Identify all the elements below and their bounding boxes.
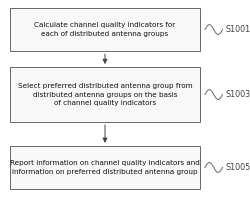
Text: Report information on channel quality indicators and
information on preferred di: Report information on channel quality in… bbox=[10, 160, 200, 175]
FancyBboxPatch shape bbox=[10, 67, 200, 122]
FancyBboxPatch shape bbox=[10, 8, 200, 51]
FancyBboxPatch shape bbox=[10, 146, 200, 189]
Text: S1003: S1003 bbox=[225, 90, 250, 99]
Text: S1005: S1005 bbox=[225, 163, 250, 172]
Text: Select preferred distributed antenna group from
distributed antenna groups on th: Select preferred distributed antenna gro… bbox=[18, 83, 192, 106]
Text: Calculate channel quality indicators for
each of distributed antenna groups: Calculate channel quality indicators for… bbox=[34, 22, 176, 37]
Text: S1001: S1001 bbox=[225, 25, 250, 34]
